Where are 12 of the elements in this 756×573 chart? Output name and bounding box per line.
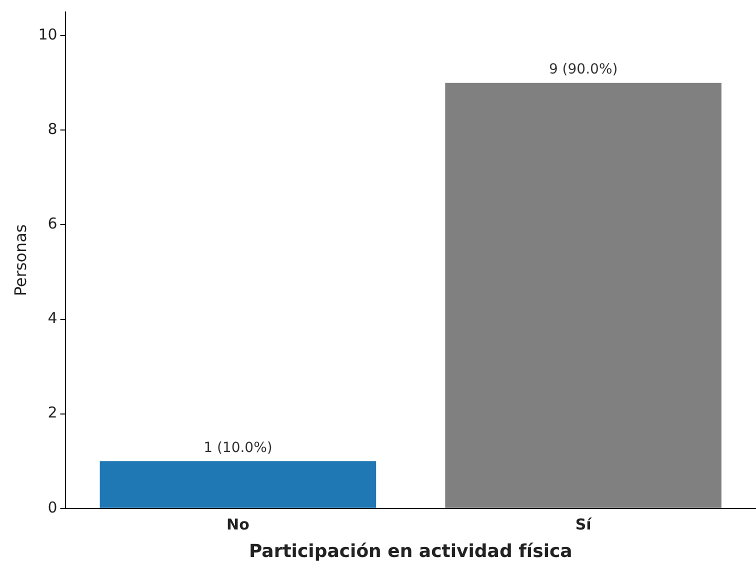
- y-tick-label: 4: [48, 309, 58, 328]
- y-axis-title: Personas: [10, 224, 30, 296]
- x-tick-label: Sí: [575, 515, 592, 534]
- y-tick-label: 0: [48, 498, 58, 516]
- y-tick-label: 2: [48, 404, 58, 422]
- x-axis-title: Participación en actividad física: [248, 540, 572, 562]
- x-tick-label: No: [226, 515, 250, 534]
- y-tick-label: 6: [48, 214, 58, 233]
- data-label: 1 (10.0%): [204, 440, 272, 456]
- data-label: 9 (90.0%): [548, 62, 618, 78]
- y-tick-label: 10: [38, 26, 58, 44]
- y-tick-label: 8: [48, 120, 58, 138]
